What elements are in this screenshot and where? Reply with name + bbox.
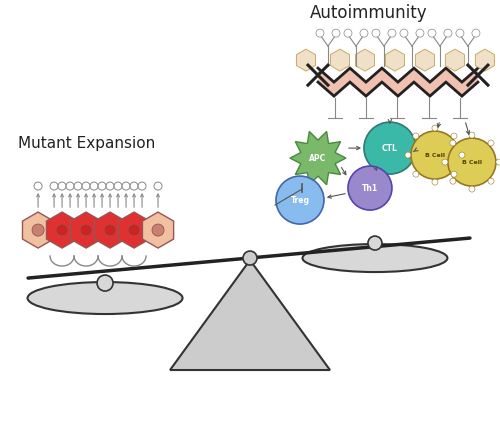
Polygon shape (446, 49, 464, 71)
Circle shape (448, 138, 496, 186)
Circle shape (50, 182, 58, 190)
Circle shape (469, 132, 475, 138)
Text: CTL: CTL (382, 144, 398, 152)
Circle shape (456, 29, 464, 37)
Polygon shape (386, 49, 404, 71)
Circle shape (413, 133, 419, 139)
Polygon shape (94, 212, 126, 248)
Circle shape (432, 125, 438, 131)
Text: B Cell: B Cell (425, 152, 445, 157)
Circle shape (472, 29, 480, 37)
Circle shape (74, 182, 82, 190)
Circle shape (66, 182, 74, 190)
Circle shape (364, 122, 416, 174)
Circle shape (332, 29, 340, 37)
Circle shape (442, 159, 448, 165)
Circle shape (130, 182, 138, 190)
Circle shape (450, 140, 456, 146)
Circle shape (138, 182, 146, 190)
Polygon shape (462, 68, 478, 96)
Circle shape (451, 171, 457, 177)
Polygon shape (414, 68, 430, 96)
Polygon shape (70, 212, 102, 248)
Polygon shape (330, 49, 349, 71)
Polygon shape (318, 68, 334, 96)
Circle shape (360, 29, 368, 37)
Polygon shape (296, 49, 316, 71)
Circle shape (80, 224, 92, 236)
Circle shape (496, 159, 500, 165)
Circle shape (416, 29, 424, 37)
Circle shape (451, 133, 457, 139)
Text: B Cell: B Cell (462, 160, 482, 165)
Polygon shape (142, 212, 174, 248)
Circle shape (469, 186, 475, 192)
Text: Mutant Expansion: Mutant Expansion (18, 136, 156, 151)
Polygon shape (366, 68, 382, 96)
Circle shape (276, 176, 324, 224)
Circle shape (316, 29, 324, 37)
Circle shape (56, 224, 68, 236)
Circle shape (372, 29, 380, 37)
Circle shape (90, 182, 98, 190)
Ellipse shape (302, 244, 448, 272)
Circle shape (98, 182, 106, 190)
Circle shape (368, 236, 382, 250)
Circle shape (388, 29, 396, 37)
Circle shape (344, 29, 352, 37)
Polygon shape (290, 131, 346, 185)
Circle shape (400, 29, 408, 37)
Circle shape (444, 29, 452, 37)
Circle shape (450, 178, 456, 184)
Polygon shape (356, 49, 374, 71)
Polygon shape (170, 260, 330, 370)
Circle shape (58, 182, 66, 190)
Circle shape (154, 182, 162, 190)
Circle shape (152, 224, 164, 236)
Circle shape (104, 224, 116, 236)
Circle shape (413, 171, 419, 177)
Circle shape (348, 166, 392, 210)
Text: Th1: Th1 (362, 184, 378, 192)
Polygon shape (118, 212, 150, 248)
Circle shape (128, 224, 140, 236)
Polygon shape (430, 68, 446, 96)
Text: Autoimmunity: Autoimmunity (310, 4, 428, 22)
Circle shape (428, 29, 436, 37)
Ellipse shape (28, 282, 182, 314)
Circle shape (106, 182, 114, 190)
Polygon shape (334, 68, 350, 96)
Polygon shape (22, 212, 54, 248)
Circle shape (432, 179, 438, 185)
Circle shape (32, 224, 44, 236)
Circle shape (488, 178, 494, 184)
Circle shape (97, 275, 113, 291)
Polygon shape (46, 212, 78, 248)
Polygon shape (476, 49, 494, 71)
Polygon shape (446, 68, 462, 96)
Circle shape (114, 182, 122, 190)
Circle shape (488, 140, 494, 146)
Polygon shape (382, 68, 398, 96)
Circle shape (459, 152, 465, 158)
Circle shape (122, 182, 130, 190)
Polygon shape (416, 49, 434, 71)
Text: Treg: Treg (290, 196, 310, 205)
Circle shape (405, 152, 411, 158)
Circle shape (82, 182, 90, 190)
Polygon shape (398, 68, 414, 96)
Circle shape (34, 182, 42, 190)
Circle shape (411, 131, 459, 179)
Text: APC: APC (310, 154, 326, 163)
Polygon shape (350, 68, 366, 96)
Circle shape (243, 251, 257, 265)
